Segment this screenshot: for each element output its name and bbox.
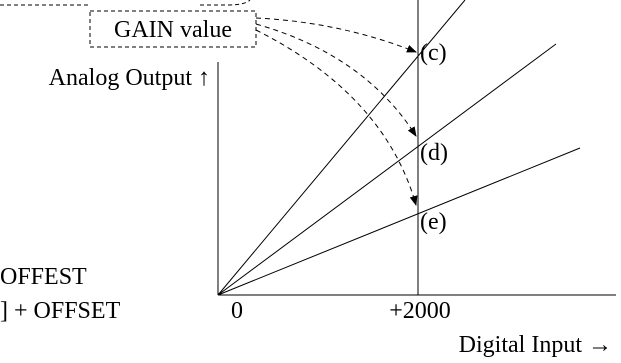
label-e: (e) <box>420 209 447 235</box>
arrow-to-c <box>255 17 417 53</box>
left-offest-text: OFFEST <box>0 264 87 290</box>
gain-value-label: GAIN value <box>114 17 232 43</box>
y-axis-label: Analog Output ↑ <box>49 65 210 91</box>
arrow-to-e <box>255 29 418 206</box>
arrow-to-d <box>255 23 417 137</box>
top-dashed-fragment <box>0 0 251 6</box>
label-c: (c) <box>420 40 447 66</box>
x-2000-label: +2000 <box>389 298 451 324</box>
line-e <box>217 147 581 296</box>
line-c <box>217 0 466 296</box>
gain-value-box <box>89 10 257 48</box>
x-origin-label: 0 <box>231 298 243 324</box>
line-d <box>217 43 557 296</box>
label-d: (d) <box>420 140 448 166</box>
x-axis-label: Digital Input → <box>459 332 612 358</box>
left-offset-text: ] + OFFSET <box>0 298 121 324</box>
